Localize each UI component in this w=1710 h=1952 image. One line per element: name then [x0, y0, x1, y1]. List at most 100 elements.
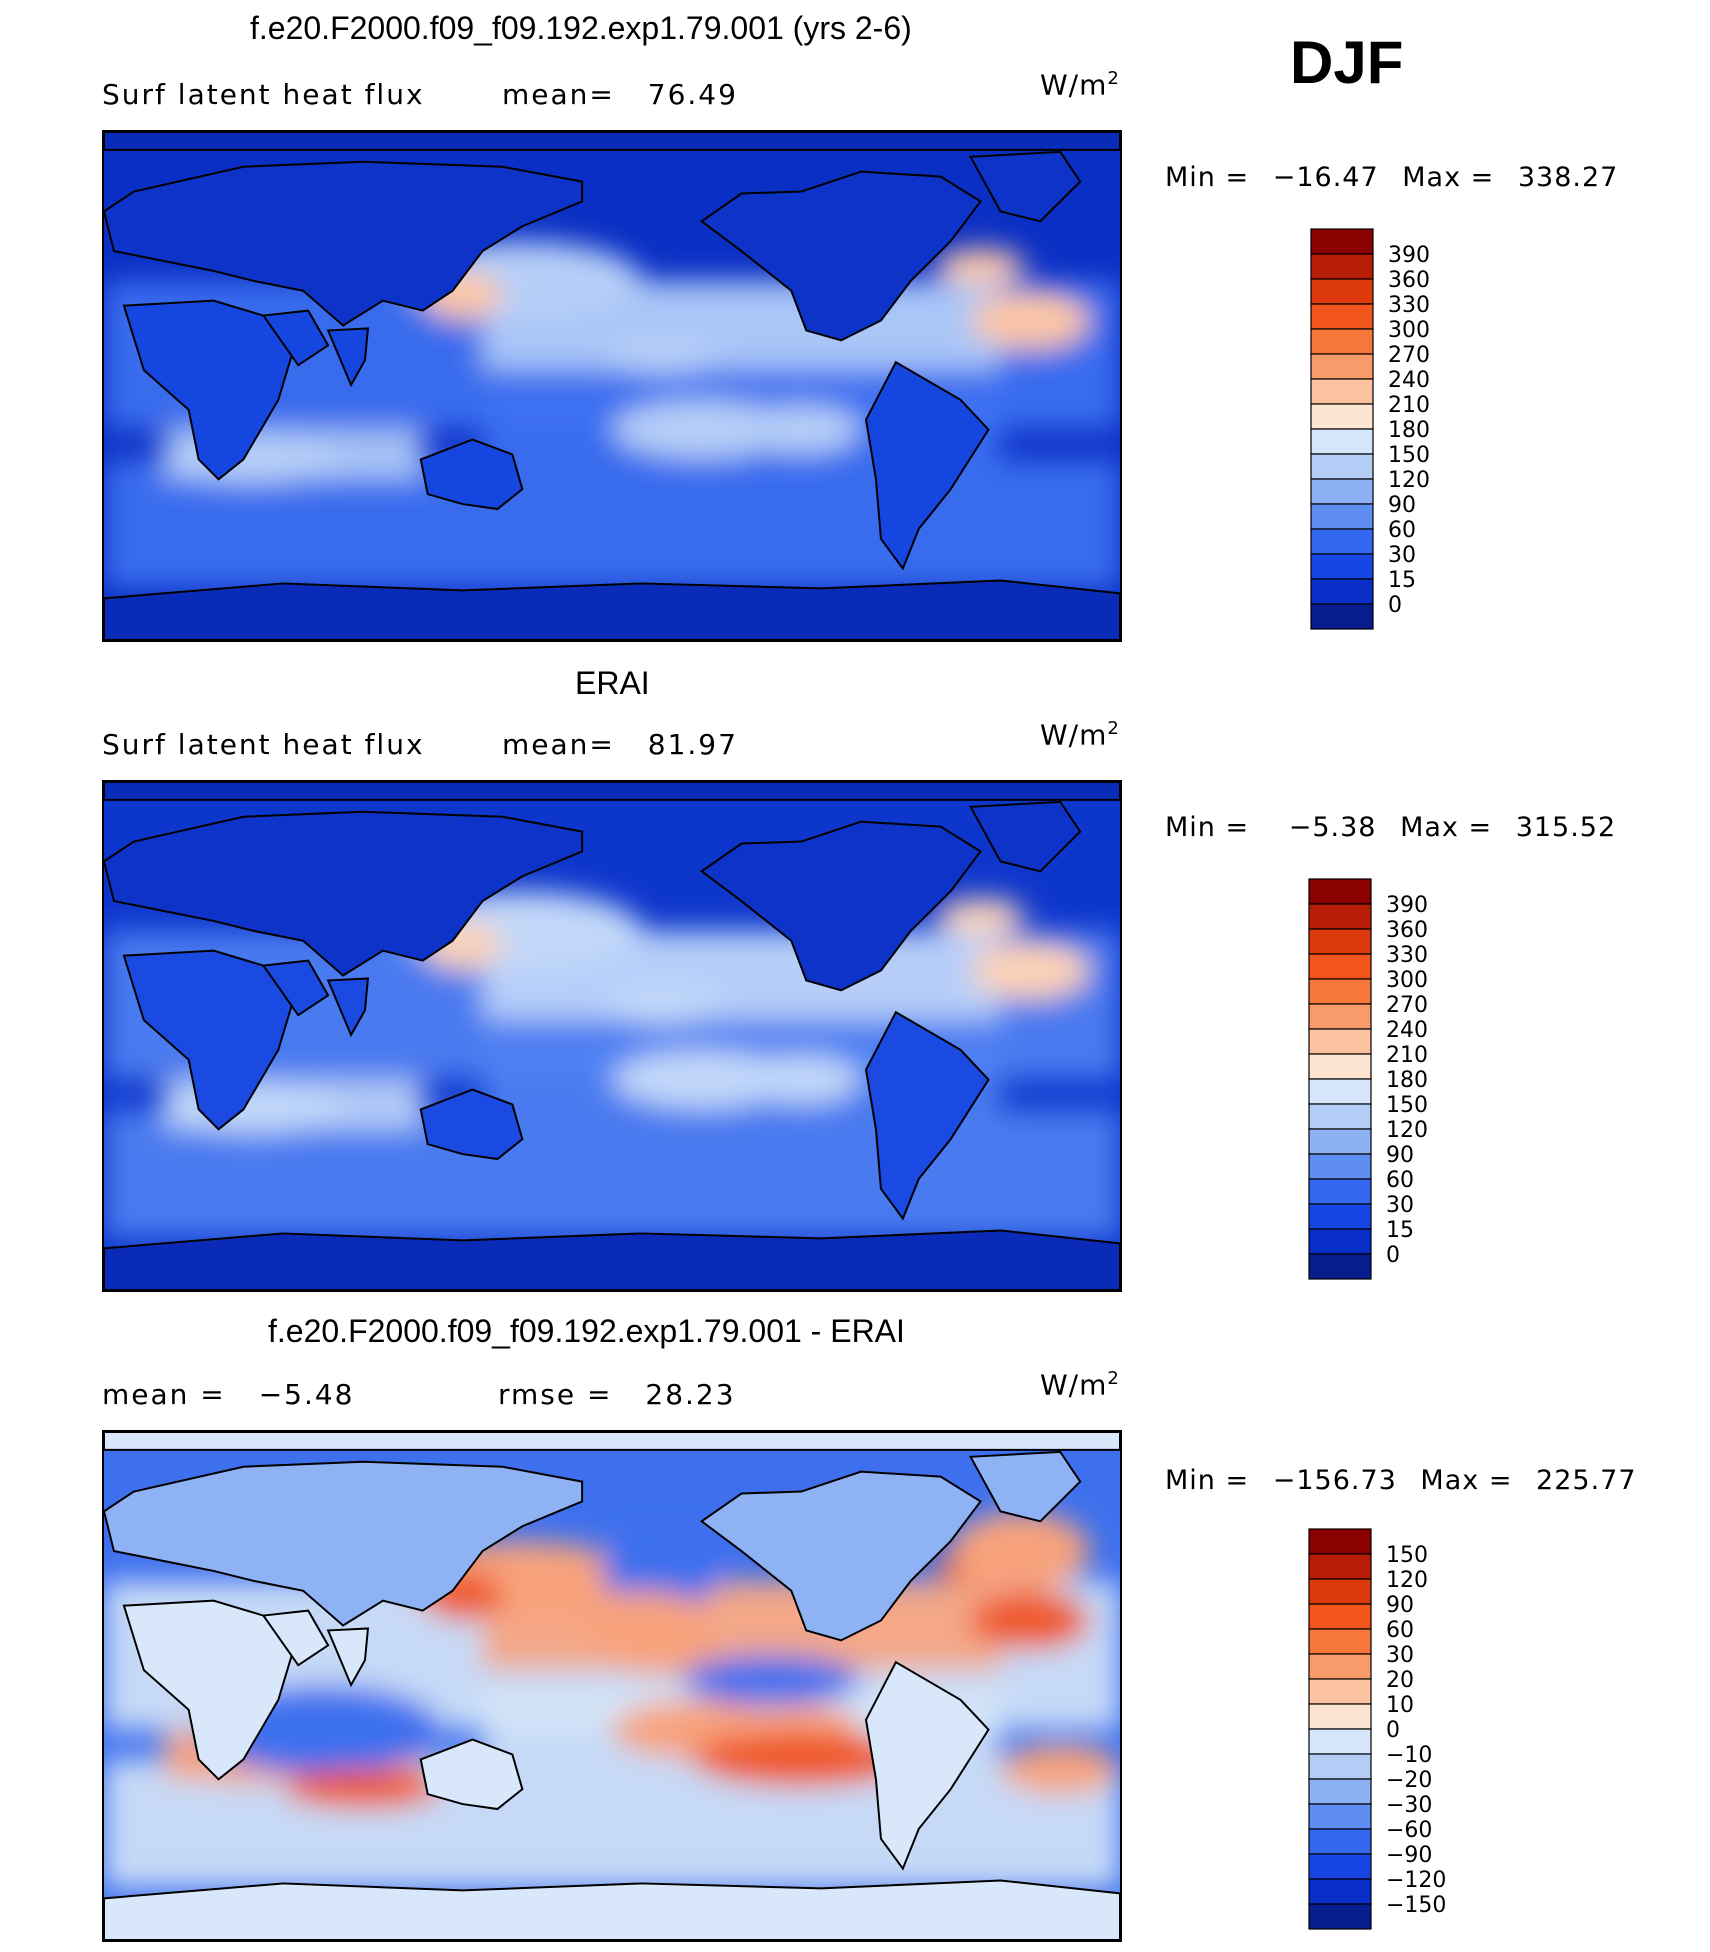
panel3-min-value: −156.73	[1272, 1465, 1397, 1496]
colorbar-tick-label: 360	[1386, 918, 1428, 943]
panel1-max-value: 338.27	[1517, 162, 1619, 193]
panel2-mean-value: 81.97	[647, 728, 738, 761]
panel1-unit: W/m2	[1040, 68, 1120, 101]
colorbar-swatch	[1310, 578, 1374, 605]
colorbar-swatch	[1310, 503, 1374, 530]
panel1-variable-label: Surf latent heat flux	[102, 78, 425, 111]
panel2-mean: mean= 81.97	[502, 728, 738, 761]
colorbar-swatch	[1310, 528, 1374, 555]
colorbar-tick-label: 90	[1386, 1143, 1414, 1168]
colorbar-swatch	[1308, 903, 1372, 930]
panel1-min-label: Min =	[1165, 162, 1250, 193]
colorbar-tick-label: −10	[1386, 1743, 1432, 1768]
colorbar-tick-label: 150	[1388, 443, 1430, 468]
colorbar-swatch	[1308, 1653, 1372, 1680]
colorbar-swatch	[1308, 1528, 1372, 1555]
panel2-unit-base: W/m	[1040, 718, 1108, 752]
colorbar-tick-label: 240	[1388, 368, 1430, 393]
panel2-max-value: 315.52	[1515, 812, 1617, 843]
flux-field	[104, 891, 1120, 1239]
colorbar-swatch	[1310, 553, 1374, 580]
colorbar-tick-label: 10	[1386, 1693, 1414, 1718]
panel3-map	[102, 1430, 1122, 1942]
panel1-map	[102, 130, 1122, 642]
colorbar-swatch	[1308, 1553, 1372, 1580]
panel2-min-label: Min =	[1165, 812, 1250, 843]
panel3-max-label: Max =	[1420, 1465, 1513, 1496]
panel3-unit-base: W/m	[1040, 1368, 1108, 1402]
colorbar-tick-label: −20	[1386, 1768, 1432, 1793]
panel3-rmse-value: 28.23	[645, 1378, 736, 1411]
panel1-unit-base: W/m	[1040, 68, 1108, 102]
colorbar-swatch	[1310, 378, 1374, 405]
colorbar-swatch	[1310, 428, 1374, 455]
colorbar-swatch	[1308, 1053, 1372, 1080]
greenland-landmass	[968, 1450, 1082, 1523]
australia-landmass	[419, 438, 524, 511]
panel1-title: f.e20.F2000.f09_f09.192.exp1.79.001 (yrs…	[250, 10, 912, 46]
antarctica-landmass	[104, 1879, 1120, 1940]
panel2-min-value: −5.38	[1288, 812, 1377, 843]
colorbar-swatch	[1310, 278, 1374, 305]
colorbar-swatch	[1308, 1078, 1372, 1105]
india-landmass	[326, 977, 370, 1038]
colorbar-tick-label: 210	[1388, 393, 1430, 418]
colorbar-tick-label: 180	[1388, 418, 1430, 443]
colorbar-tick-label: 15	[1386, 1218, 1414, 1243]
arabia-landmass	[261, 959, 330, 1017]
eurasia-landmass	[104, 1460, 584, 1627]
colorbar-swatch	[1308, 1703, 1372, 1730]
panel2-mean-label: mean=	[502, 728, 615, 761]
colorbar-swatch	[1308, 1678, 1372, 1705]
panel2-unit-exp: 2	[1107, 718, 1120, 739]
colorbar-tick-label: 120	[1388, 468, 1430, 493]
panel2-title: ERAI	[575, 665, 650, 701]
colorbar-tick-label: 390	[1386, 893, 1428, 918]
colorbar-tick-label: 300	[1386, 968, 1428, 993]
panel2-colorbar: 390 360 330 300 270 240 210 180 150 120 90 60 30 15 0	[1308, 878, 1488, 1282]
colorbar-tick-label: 60	[1386, 1618, 1414, 1643]
colorbar-tick-label: 15	[1388, 568, 1416, 593]
continents	[104, 1432, 1120, 1940]
arcticEdge-landmass	[104, 1432, 1120, 1451]
panel3-colorbar: 150 120 90 60 30 20 10 0 −10 −20 −30 −60 −90 −120 −150	[1308, 1528, 1488, 1932]
panel3-minmax: Min = −156.73 Max = 225.77	[1165, 1465, 1637, 1496]
panel3-mean-value: −5.48	[258, 1378, 355, 1411]
colorbar-tick-label: −30	[1386, 1793, 1432, 1818]
colorbar-tick-label: 90	[1388, 493, 1416, 518]
colorbar-tick-label: 0	[1388, 593, 1402, 618]
colorbar-tick-label: 270	[1388, 343, 1430, 368]
colorbar-tick-label: 60	[1388, 518, 1416, 543]
colorbar-tick-label: 90	[1386, 1593, 1414, 1618]
colorbar-swatch	[1308, 1203, 1372, 1230]
colorbar-tick-label: 20	[1386, 1668, 1414, 1693]
colorbar-tick-label: 30	[1386, 1193, 1414, 1218]
colorbar-swatch	[1308, 953, 1372, 980]
colorbar-swatch	[1308, 1728, 1372, 1755]
colorbar-tick-label: −150	[1386, 1893, 1446, 1918]
panel2-unit: W/m2	[1040, 718, 1120, 751]
australia-landmass	[419, 1088, 524, 1161]
southAmerica-landmass	[864, 360, 990, 571]
colorbar-swatch	[1308, 928, 1372, 955]
colorbar-swatch	[1308, 1878, 1372, 1905]
panel3-min-label: Min =	[1165, 1465, 1250, 1496]
colorbar-swatch	[1308, 1003, 1372, 1030]
colorbar-swatch	[1310, 603, 1374, 630]
colorbar-tick-label: 0	[1386, 1718, 1400, 1743]
colorbar-tick-label: −60	[1386, 1818, 1432, 1843]
colorbar-swatch	[1308, 1853, 1372, 1880]
colorbar-tick-label: 0	[1386, 1243, 1400, 1268]
colorbar-tick-label: 60	[1386, 1168, 1414, 1193]
colorbar-swatch	[1310, 353, 1374, 380]
colorbar-swatch	[1310, 478, 1374, 505]
eurasia-landmass	[104, 160, 584, 327]
southAmerica-landmass	[864, 1660, 990, 1871]
map-svg	[104, 782, 1120, 1290]
colorbar-tick-label: 180	[1386, 1068, 1428, 1093]
continents	[104, 132, 1120, 640]
arabia-landmass	[261, 309, 330, 367]
panel1-minmax: Min = −16.47 Max = 338.27	[1165, 162, 1618, 193]
